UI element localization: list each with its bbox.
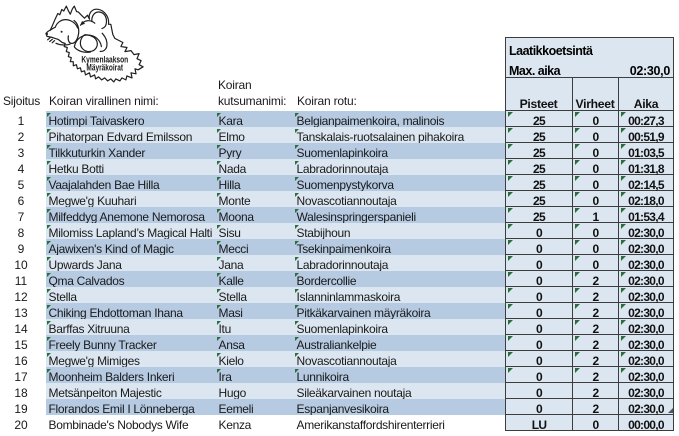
svg-text:Kymenlaakson: Kymenlaakson: [81, 54, 128, 65]
svg-text:Mäyräkoirat: Mäyräkoirat: [86, 63, 123, 74]
